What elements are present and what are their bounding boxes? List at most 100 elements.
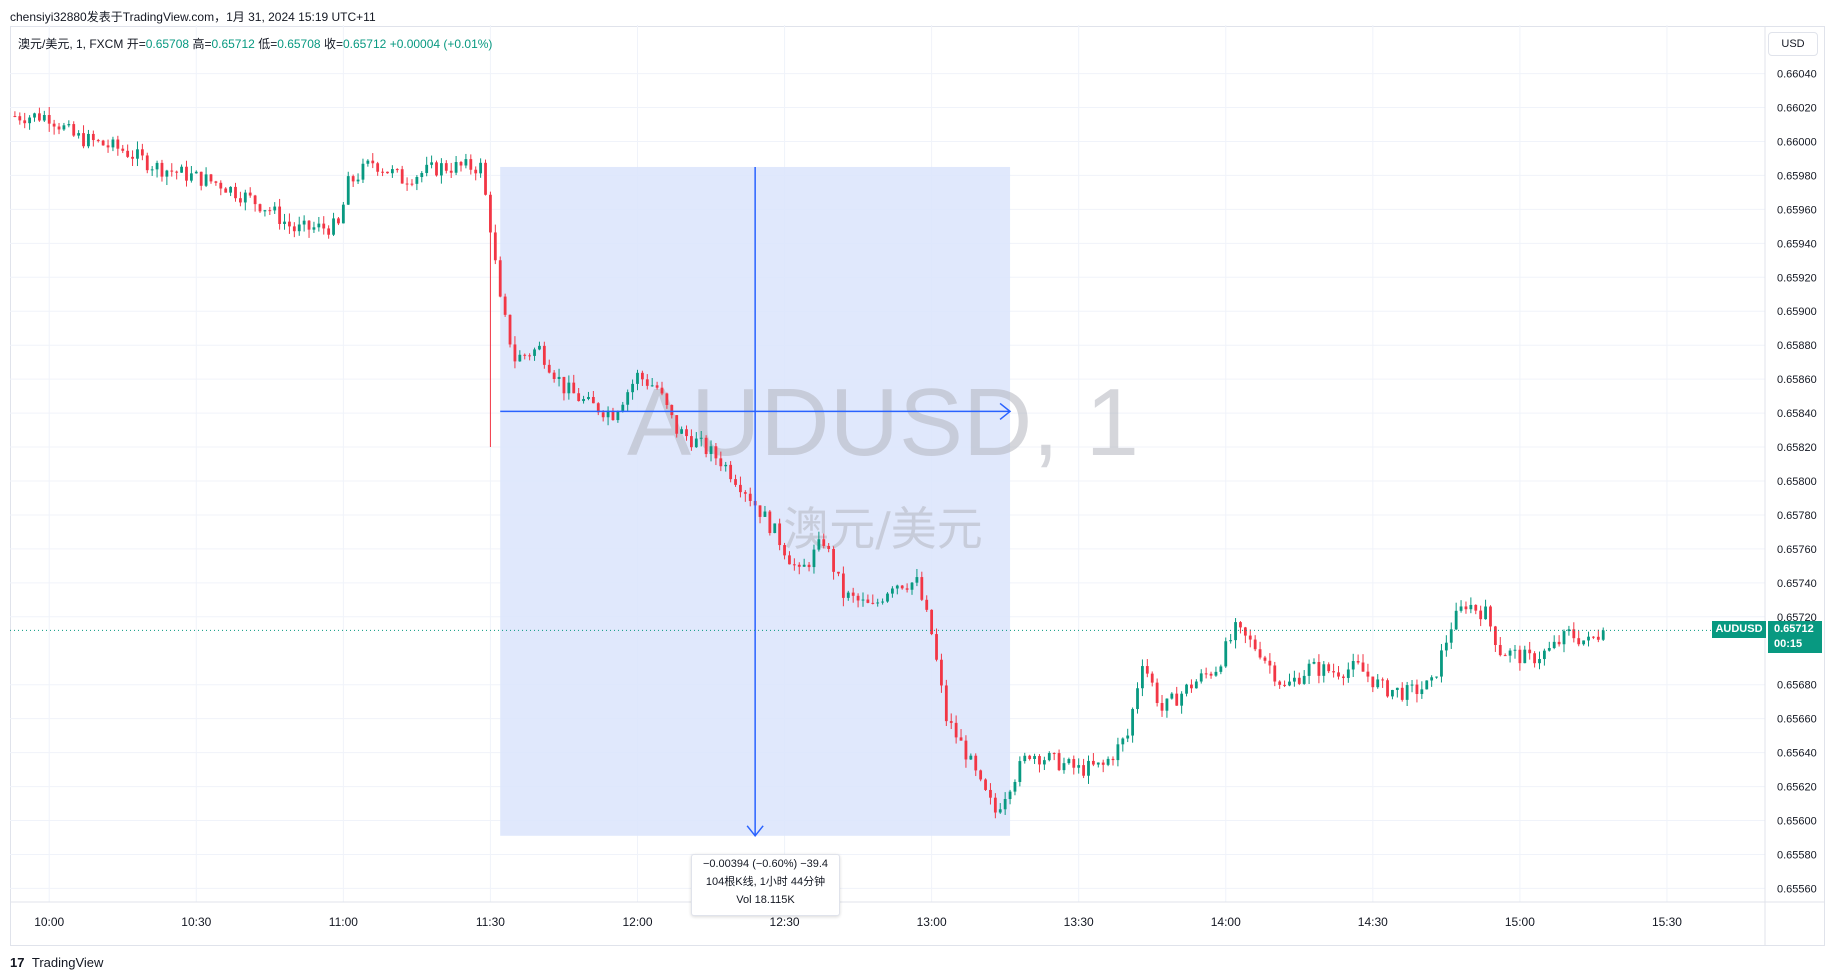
candle-up bbox=[998, 809, 1002, 813]
candle-up bbox=[390, 169, 394, 174]
candle-down bbox=[935, 634, 938, 660]
candle-up bbox=[1567, 629, 1571, 632]
candle-down bbox=[925, 599, 929, 610]
candle-up bbox=[180, 166, 183, 173]
candle-up bbox=[1003, 799, 1007, 810]
candle-down bbox=[253, 195, 257, 205]
candle-down bbox=[797, 564, 801, 567]
candle-down bbox=[503, 296, 507, 315]
candle-down bbox=[72, 124, 76, 136]
candle-up bbox=[1033, 756, 1036, 760]
price-tag-countdown: 00:15 bbox=[1774, 638, 1803, 651]
candle-up bbox=[567, 382, 571, 394]
candle-down bbox=[783, 545, 786, 556]
candle-down bbox=[1498, 645, 1502, 656]
candle-up bbox=[1234, 622, 1237, 641]
candle-up bbox=[1435, 676, 1438, 678]
candle-up bbox=[67, 124, 71, 126]
x-tick-label: 15:30 bbox=[1652, 915, 1682, 929]
legend-close-label: 收= bbox=[323, 37, 343, 51]
price-tag-value: 0.65712 00:15 bbox=[1768, 621, 1822, 654]
candle-up bbox=[1042, 760, 1046, 765]
candle-down bbox=[1204, 673, 1208, 675]
candle-up bbox=[1023, 755, 1027, 762]
candle-down bbox=[1518, 649, 1522, 664]
candle-up bbox=[650, 385, 654, 387]
candle-up bbox=[1131, 709, 1135, 736]
candle-up bbox=[538, 345, 541, 350]
candle-down bbox=[493, 232, 497, 261]
y-tick-label: 0.65940 bbox=[1777, 238, 1817, 250]
candle-down bbox=[1283, 684, 1286, 686]
candle-down bbox=[1592, 636, 1595, 638]
candle-up bbox=[1077, 765, 1081, 768]
candle-up bbox=[155, 162, 159, 170]
candle-down bbox=[351, 176, 355, 182]
candle-down bbox=[96, 140, 100, 142]
candle-up bbox=[1302, 675, 1306, 684]
candle-up bbox=[699, 437, 703, 439]
candle-down bbox=[1278, 681, 1282, 685]
candle-down bbox=[185, 166, 188, 181]
footer-branding[interactable]: 17 TradingView bbox=[10, 955, 103, 970]
candle-up bbox=[1454, 610, 1458, 630]
chart-frame bbox=[10, 26, 1825, 946]
candle-down bbox=[528, 355, 532, 357]
candle-down bbox=[489, 194, 492, 233]
y-tick-label: 0.65860 bbox=[1777, 374, 1817, 386]
last-price-tag: AUDUSD 0.65712 00:15 bbox=[1712, 621, 1822, 654]
candle-up bbox=[479, 162, 483, 174]
candle-down bbox=[1209, 673, 1213, 676]
y-tick-label: 0.65980 bbox=[1777, 170, 1817, 182]
candle-up bbox=[1018, 761, 1022, 782]
candle-up bbox=[454, 162, 458, 173]
candle-up bbox=[356, 179, 360, 182]
candle-down bbox=[1239, 622, 1242, 628]
candle-down bbox=[258, 204, 262, 212]
candle-down bbox=[734, 479, 737, 485]
candle-down bbox=[989, 789, 992, 798]
candle-up bbox=[1405, 685, 1409, 700]
candle-down bbox=[1474, 604, 1478, 611]
candle-up bbox=[694, 438, 698, 448]
candle-up bbox=[881, 601, 884, 603]
candle-down bbox=[449, 170, 453, 173]
candle-up bbox=[1322, 664, 1326, 676]
candle-up bbox=[1126, 735, 1130, 739]
candle-up bbox=[283, 221, 286, 224]
candle-up bbox=[42, 114, 46, 121]
candle-up bbox=[1420, 689, 1424, 695]
candle-down bbox=[979, 770, 983, 780]
candle-down bbox=[474, 169, 478, 174]
currency-button[interactable]: USD bbox=[1768, 32, 1818, 56]
legend-low-label: 低= bbox=[258, 37, 278, 51]
candle-up bbox=[1351, 661, 1355, 670]
candle-up bbox=[1513, 649, 1517, 651]
candle-up bbox=[204, 174, 208, 186]
y-tick-label: 0.65760 bbox=[1777, 544, 1817, 556]
candle-up bbox=[1547, 648, 1551, 651]
candle-up bbox=[332, 218, 335, 235]
y-tick-label: 0.66020 bbox=[1777, 103, 1817, 115]
candle-down bbox=[307, 220, 311, 230]
candle-down bbox=[1150, 673, 1154, 683]
candle-up bbox=[189, 173, 193, 181]
candle-up bbox=[33, 113, 36, 118]
publisher-info: chensiyi32880发表于TradingView.com，1月 31, 2… bbox=[10, 10, 376, 24]
candle-down bbox=[23, 120, 27, 124]
candle-up bbox=[1288, 681, 1291, 686]
candle-up bbox=[1440, 650, 1443, 677]
candle-up bbox=[621, 404, 625, 412]
candle-up bbox=[1307, 663, 1311, 676]
candle-down bbox=[1028, 755, 1032, 760]
candle-up bbox=[77, 133, 81, 136]
candle-up bbox=[1587, 636, 1590, 641]
candle-down bbox=[841, 573, 845, 598]
candle-up bbox=[1106, 758, 1110, 765]
candle-down bbox=[57, 126, 61, 130]
candle-up bbox=[709, 446, 713, 455]
candle-up bbox=[273, 206, 277, 211]
candle-up bbox=[910, 582, 914, 590]
candle-down bbox=[1175, 693, 1179, 706]
